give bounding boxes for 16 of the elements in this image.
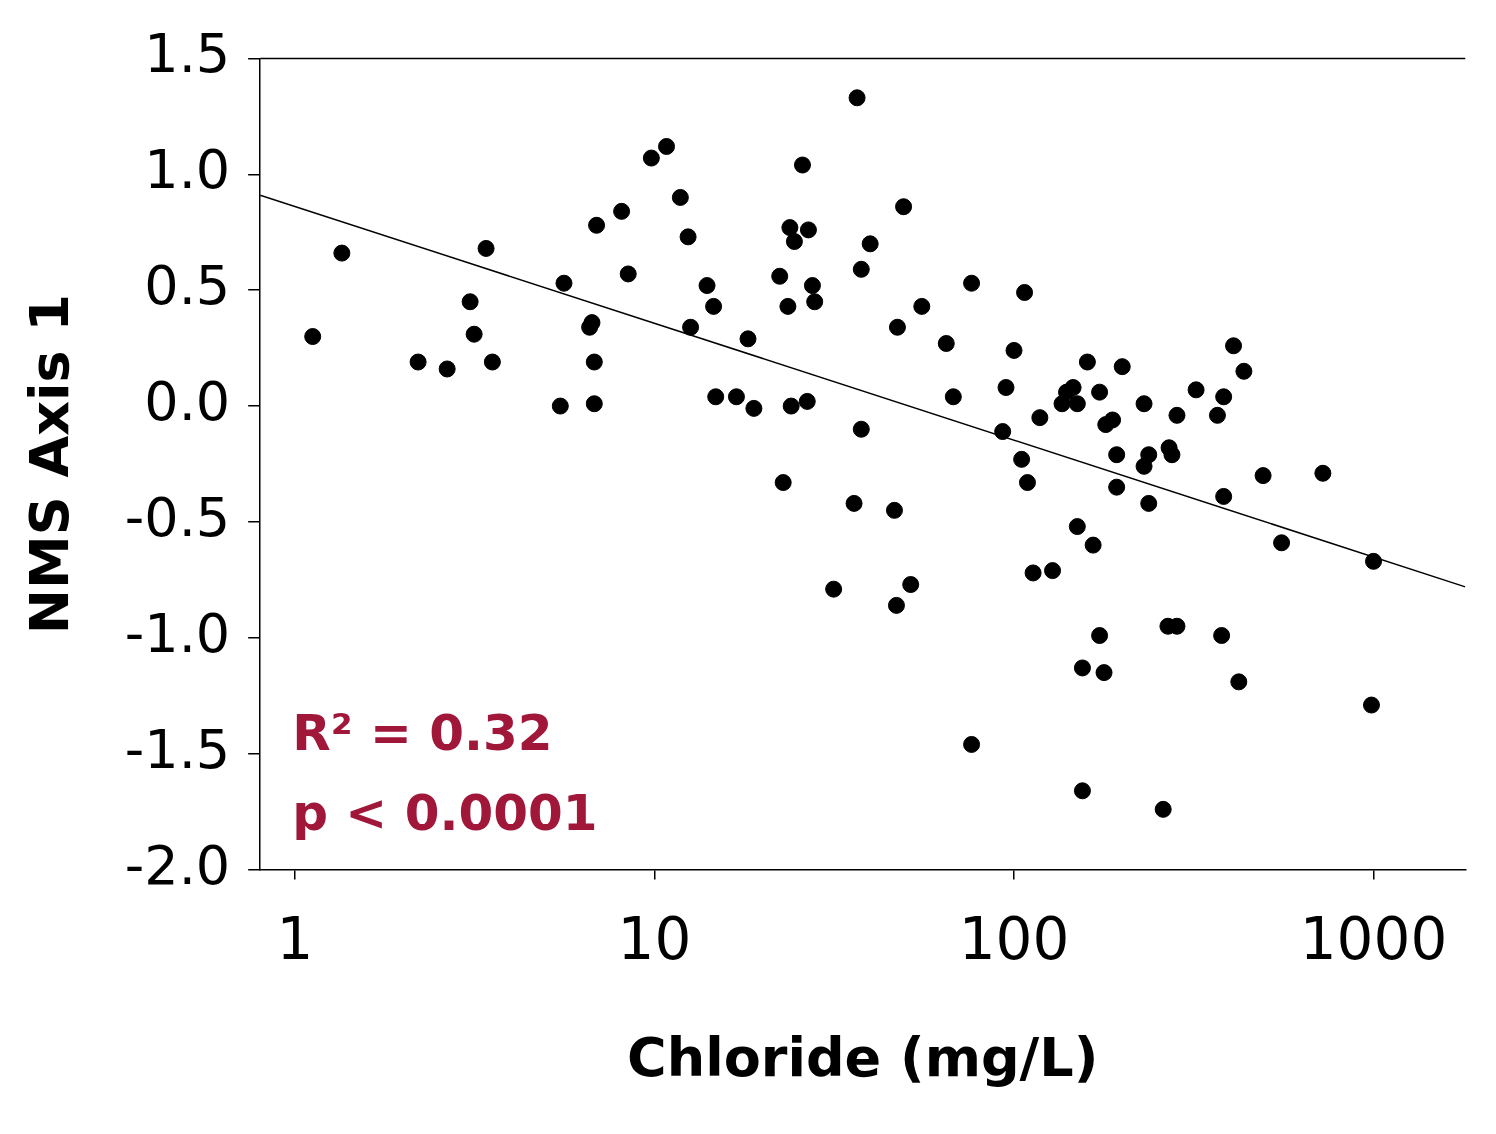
y-axis-title: NMS Axis 1: [18, 293, 82, 635]
y-tick-label: 1.0: [144, 138, 231, 202]
annotation: R² = 0.32: [292, 703, 553, 762]
y-tick-label: -2.0: [124, 833, 231, 897]
y-tick-label: 0.0: [144, 370, 231, 434]
x-tick-label: 1000: [1299, 905, 1448, 974]
y-tick-label: -0.5: [124, 485, 231, 549]
x-tick-label: 10: [617, 905, 692, 974]
y-tick-label: 1.5: [144, 22, 231, 86]
x-tick-label: 1: [276, 905, 314, 974]
annotation: p < 0.0001: [292, 783, 598, 842]
y-tick-label: -1.0: [124, 601, 231, 665]
y-tick-label: 0.5: [144, 254, 231, 318]
y-tick-label: -1.5: [124, 717, 231, 781]
x-tick-label: 100: [958, 905, 1070, 974]
x-axis-title: Chloride (mg/L): [627, 1025, 1099, 1089]
